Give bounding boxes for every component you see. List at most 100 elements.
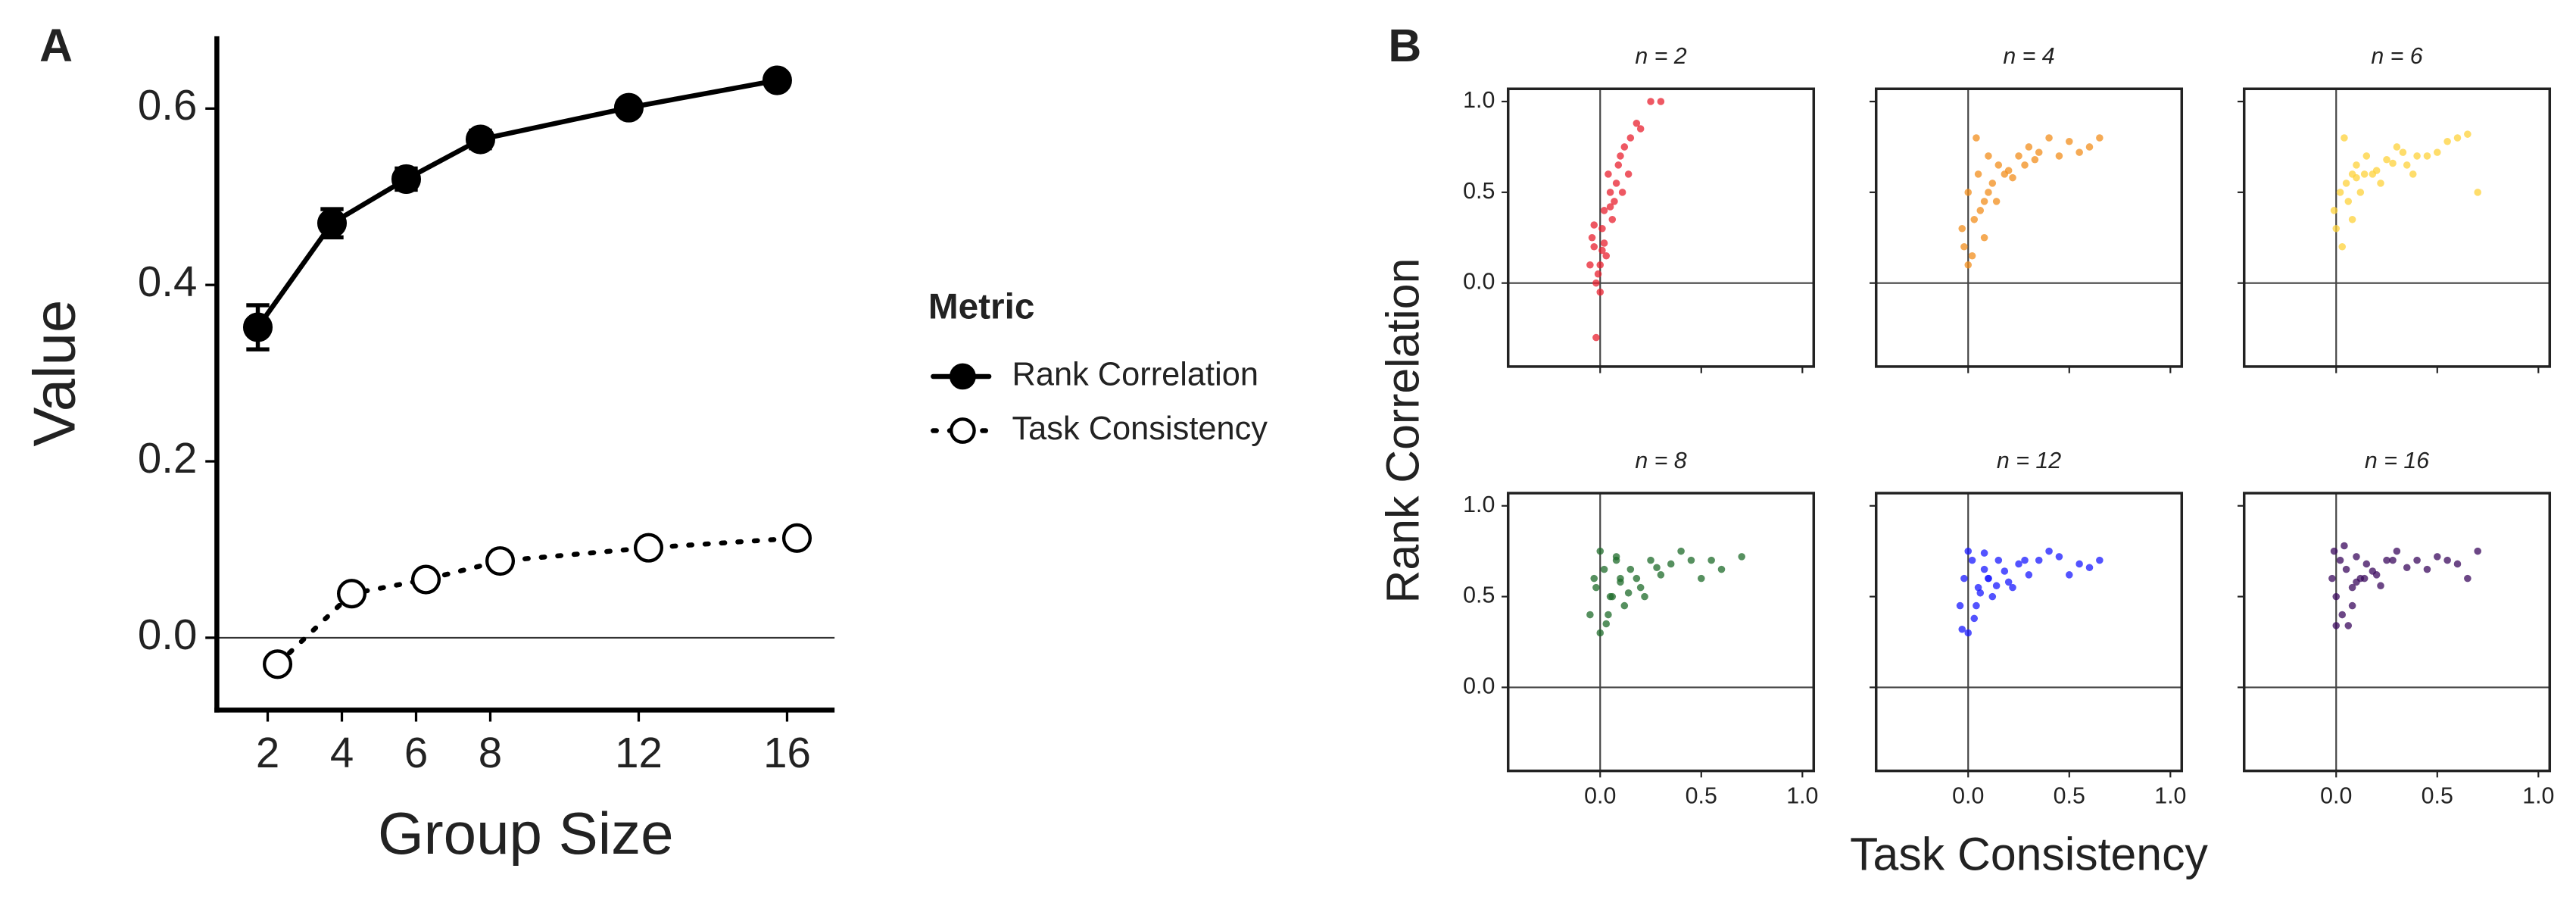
point xyxy=(263,649,293,679)
point xyxy=(1600,239,1608,247)
point xyxy=(2409,170,2417,178)
facet-border xyxy=(2242,87,2552,368)
point xyxy=(1617,578,1624,586)
point xyxy=(242,312,273,342)
x-tick-label: 1.0 xyxy=(2522,783,2554,808)
x-tick-label: 4 xyxy=(330,729,354,776)
x-tick-label: 8 xyxy=(479,729,502,776)
point xyxy=(1988,180,1997,187)
facet-title: n = 12 xyxy=(1997,448,2061,473)
point xyxy=(1647,556,1654,564)
point xyxy=(1618,189,1626,196)
point xyxy=(2464,574,2472,583)
point xyxy=(2045,547,2053,555)
point xyxy=(2035,148,2043,156)
point xyxy=(1606,189,1614,196)
point xyxy=(1590,242,1598,251)
y-tick-label: 0.6 xyxy=(138,81,197,129)
point xyxy=(1985,152,1992,160)
facet-title: n = 2 xyxy=(1635,44,1686,69)
facet-border xyxy=(1874,492,2184,773)
point xyxy=(391,164,422,194)
point xyxy=(2443,556,2451,564)
point xyxy=(2338,611,2347,619)
point xyxy=(2362,152,2371,160)
point xyxy=(1590,221,1598,229)
series-line xyxy=(255,77,780,330)
point xyxy=(2332,592,2341,601)
point xyxy=(1970,614,1979,623)
point xyxy=(2025,571,2033,579)
point xyxy=(2377,582,2384,589)
point xyxy=(1633,574,1641,583)
point xyxy=(2413,152,2421,160)
point xyxy=(1624,170,1633,178)
point xyxy=(1592,333,1600,342)
point xyxy=(1612,180,1620,187)
point xyxy=(2066,571,2073,579)
point xyxy=(1964,547,1973,555)
point xyxy=(2085,143,2094,151)
point xyxy=(1980,565,1988,573)
point xyxy=(410,564,441,595)
point xyxy=(2021,556,2029,564)
point xyxy=(2341,542,2348,550)
point xyxy=(1596,288,1605,296)
point xyxy=(1707,556,1715,564)
point xyxy=(1738,553,1745,561)
point xyxy=(2383,155,2390,164)
facet-border xyxy=(2242,492,2552,773)
point xyxy=(1620,143,1629,151)
point xyxy=(2356,189,2365,196)
point xyxy=(2031,155,2039,164)
point xyxy=(2338,242,2347,251)
point xyxy=(2085,564,2094,572)
point xyxy=(1602,620,1611,628)
point xyxy=(1633,120,1641,127)
point xyxy=(1964,629,1973,637)
point xyxy=(2464,130,2472,138)
point xyxy=(1602,251,1611,260)
point xyxy=(2330,547,2338,555)
point xyxy=(1657,571,1665,579)
point xyxy=(1976,589,1985,597)
point xyxy=(1636,125,1645,133)
point xyxy=(1985,574,1992,583)
point xyxy=(1960,574,1968,583)
point xyxy=(1653,564,1661,572)
point xyxy=(1698,574,1705,583)
facet-title: n = 16 xyxy=(2365,448,2429,473)
series-line xyxy=(275,536,800,667)
point xyxy=(1614,161,1623,169)
x-axis-title: Group Size xyxy=(378,800,674,867)
point xyxy=(1717,565,1726,573)
point xyxy=(1594,270,1602,278)
facet-title: n = 4 xyxy=(2003,44,2054,69)
facet-border xyxy=(1506,492,1816,773)
point xyxy=(2336,189,2344,196)
y-tick-label: 0.0 xyxy=(138,611,197,658)
point xyxy=(2403,161,2411,169)
point xyxy=(2443,137,2451,145)
legend-label: Rank Correlation xyxy=(1012,356,1258,392)
point xyxy=(1624,589,1633,597)
legend-title: Metric xyxy=(928,287,1035,327)
point xyxy=(762,65,792,95)
point xyxy=(1985,189,1992,196)
legend-marker xyxy=(950,417,976,444)
point xyxy=(1980,198,1988,205)
point xyxy=(1657,98,1665,105)
y-tick-label: 0.2 xyxy=(138,434,197,482)
point xyxy=(1976,207,1985,214)
point xyxy=(2066,137,2073,145)
point xyxy=(1964,189,1973,196)
x-tick-label: 1.0 xyxy=(2154,783,2186,808)
point xyxy=(1960,242,1968,251)
point xyxy=(1667,560,1675,568)
point xyxy=(1592,583,1600,592)
point xyxy=(1598,246,1606,255)
point xyxy=(2015,152,2022,160)
point xyxy=(633,533,664,563)
point xyxy=(1974,583,1982,592)
